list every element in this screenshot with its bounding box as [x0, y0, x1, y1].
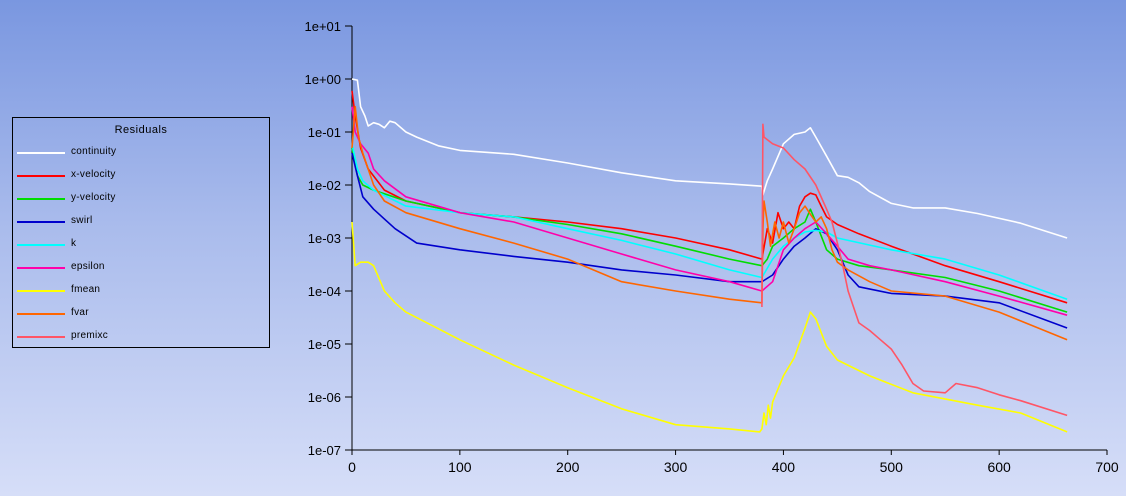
legend-item-x-velocity: x-velocity — [17, 169, 257, 183]
legend-label: premixc — [71, 330, 109, 341]
y-tick-label: 1e-07 — [308, 443, 341, 458]
legend-swatch — [17, 221, 65, 223]
legend: Residuals continuity x-velocity y-velocity… — [12, 117, 270, 348]
legend-swatch — [17, 290, 65, 292]
x-tick-label: 300 — [664, 459, 688, 475]
y-tick-label: 1e-01 — [308, 125, 341, 140]
legend-item-premixc: premixc — [17, 330, 257, 344]
series-line-fmean — [351, 221, 1068, 433]
legend-item-epsilon: epsilon — [17, 261, 257, 275]
legend-label: continuity — [71, 146, 117, 157]
legend-swatch — [17, 152, 65, 154]
y-tick-label: 1e+01 — [304, 19, 341, 34]
legend-swatch — [17, 267, 65, 269]
series-line-k — [351, 143, 1068, 300]
series-line-swirl — [351, 152, 1068, 329]
legend-label: x-velocity — [71, 169, 116, 180]
legend-swatch — [17, 244, 65, 246]
x-tick-label: 400 — [772, 459, 796, 475]
legend-label: fvar — [71, 307, 89, 318]
legend-item-swirl: swirl — [17, 215, 257, 229]
x-tick-label: 500 — [880, 459, 904, 475]
y-tick-label: 1e-05 — [308, 337, 341, 352]
y-tick-label: 1e-03 — [308, 231, 341, 246]
x-tick-label: 100 — [448, 459, 472, 475]
x-tick-label: 600 — [987, 459, 1011, 475]
legend-label: fmean — [71, 284, 101, 295]
y-tick-label: 1e-04 — [308, 284, 341, 299]
legend-item-k: k — [17, 238, 257, 252]
legend-swatch — [17, 198, 65, 200]
legend-item-fvar: fvar — [17, 307, 257, 321]
legend-label: y-velocity — [71, 192, 116, 203]
series-line-continuity — [351, 78, 1068, 239]
series-line-y-velocity — [351, 147, 1068, 313]
legend-item-y-velocity: y-velocity — [17, 192, 257, 206]
legend-item-fmean: fmean — [17, 284, 257, 298]
legend-label: swirl — [71, 215, 93, 226]
x-tick-label: 200 — [556, 459, 580, 475]
y-tick-label: 1e+00 — [304, 72, 341, 87]
x-tick-label: 0 — [348, 459, 356, 475]
y-tick-label: 1e-02 — [308, 178, 341, 193]
legend-item-continuity: continuity — [17, 146, 257, 160]
series-line-x-velocity — [351, 90, 1068, 304]
series-line-fvar — [351, 105, 1068, 341]
legend-swatch — [17, 313, 65, 315]
y-tick-label: 1e-06 — [308, 390, 341, 405]
legend-swatch — [17, 175, 65, 177]
legend-swatch — [17, 336, 65, 338]
series-line-premixc — [761, 123, 1068, 417]
x-tick-label: 700 — [1095, 459, 1119, 475]
legend-label: k — [71, 238, 77, 249]
legend-label: epsilon — [71, 261, 105, 272]
legend-title: Residuals — [114, 124, 168, 136]
